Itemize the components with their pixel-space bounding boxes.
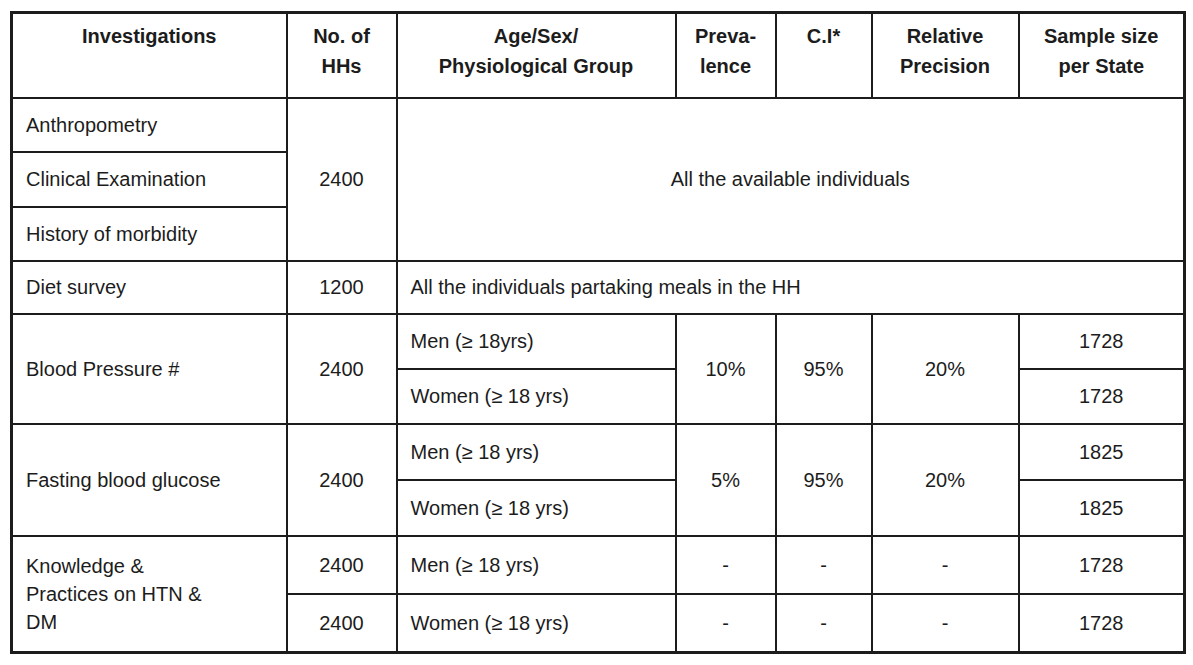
cell-ci-fasting-glucose: 95% <box>776 424 872 536</box>
cell-hhs-diet-survey: 1200 <box>287 261 397 314</box>
row-fasting-glucose-men: Fasting blood glucose 2400 Men (≥ 18 yrs… <box>12 424 1185 480</box>
cell-sample-fbg-women: 1825 <box>1019 480 1185 536</box>
cell-hhs-blood-pressure: 2400 <box>287 314 397 424</box>
study-design-table: Investigations No. of HHs Age/Sex/ Physi… <box>10 11 1186 654</box>
header-row: Investigations No. of HHs Age/Sex/ Physi… <box>12 13 1185 98</box>
header-cell-investigations: Investigations <box>12 13 287 98</box>
cell-relative-precision-fasting-glucose: 20% <box>872 424 1019 536</box>
cell-investigation-blood-pressure: Blood Pressure # <box>12 314 287 424</box>
cell-investigation-diet-survey: Diet survey <box>12 261 287 314</box>
cell-ci-kp-women: - <box>776 594 872 653</box>
cell-ci-kp-men: - <box>776 536 872 594</box>
header-cell-no-of-hhs: No. of HHs <box>287 13 397 98</box>
cell-relative-precision-kp-women: - <box>872 594 1019 653</box>
cell-relative-precision-kp-men: - <box>872 536 1019 594</box>
cell-prevalence-kp-women: - <box>676 594 776 653</box>
cell-note-diet-survey: All the individuals partaking meals in t… <box>397 261 1185 314</box>
cell-sample-bp-men: 1728 <box>1019 314 1185 369</box>
cell-sample-kp-men: 1728 <box>1019 536 1185 594</box>
row-blood-pressure-men: Blood Pressure # 2400 Men (≥ 18yrs) 10% … <box>12 314 1185 369</box>
cell-group-kp-men: Men (≥ 18 yrs) <box>397 536 676 594</box>
cell-sample-bp-women: 1728 <box>1019 369 1185 424</box>
cell-investigation-history-of-morbidity: History of morbidity <box>12 207 287 261</box>
header-cell-prevalence: Preva- lence <box>676 13 776 98</box>
cell-sample-kp-women: 1728 <box>1019 594 1185 653</box>
row-diet-survey: Diet survey 1200 All the individuals par… <box>12 261 1185 314</box>
cell-investigation-clinical-examination: Clinical Examination <box>12 152 287 207</box>
cell-prevalence-kp-men: - <box>676 536 776 594</box>
cell-investigation-anthropometry: Anthropometry <box>12 98 287 152</box>
cell-investigation-fasting-glucose: Fasting blood glucose <box>12 424 287 536</box>
cell-ci-blood-pressure: 95% <box>776 314 872 424</box>
header-cell-ci: C.I* <box>776 13 872 98</box>
header-cell-age-sex-group: Age/Sex/ Physiological Group <box>397 13 676 98</box>
cell-hhs-kp-men: 2400 <box>287 536 397 594</box>
cell-group-bp-men: Men (≥ 18yrs) <box>397 314 676 369</box>
cell-group-fbg-women: Women (≥ 18 yrs) <box>397 480 676 536</box>
cell-hhs-kp-women: 2400 <box>287 594 397 653</box>
cell-sample-fbg-men: 1825 <box>1019 424 1185 480</box>
header-cell-relative-precision: Relative Precision <box>872 13 1019 98</box>
cell-group-bp-women: Women (≥ 18 yrs) <box>397 369 676 424</box>
cell-prevalence-fasting-glucose: 5% <box>676 424 776 536</box>
document-page: Investigations No. of HHs Age/Sex/ Physi… <box>0 0 1193 665</box>
cell-note-all-available-individuals: All the available individuals <box>397 98 1185 261</box>
cell-group-fbg-men: Men (≥ 18 yrs) <box>397 424 676 480</box>
header-cell-sample-size: Sample size per State <box>1019 13 1185 98</box>
cell-hhs-fasting-glucose: 2400 <box>287 424 397 536</box>
cell-prevalence-blood-pressure: 10% <box>676 314 776 424</box>
row-anthropometry: Anthropometry 2400 All the available ind… <box>12 98 1185 152</box>
cell-relative-precision-blood-pressure: 20% <box>872 314 1019 424</box>
cell-investigation-knowledge-practices: Knowledge & Practices on HTN & DM <box>12 536 287 653</box>
row-knowledge-practices-men: Knowledge & Practices on HTN & DM 2400 M… <box>12 536 1185 594</box>
cell-hhs-group1: 2400 <box>287 98 397 261</box>
cell-group-kp-women: Women (≥ 18 yrs) <box>397 594 676 653</box>
